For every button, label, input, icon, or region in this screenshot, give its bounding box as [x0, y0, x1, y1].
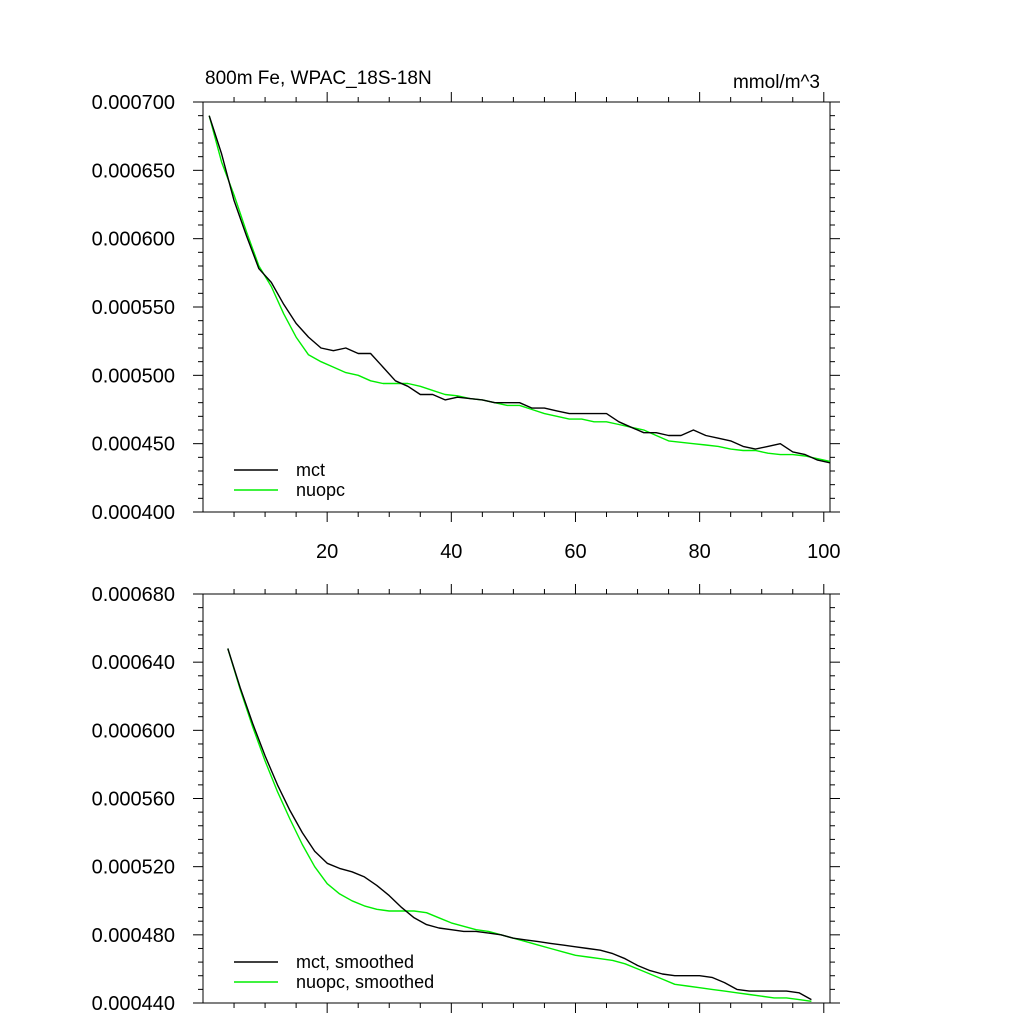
units-label: mmol/m^3: [733, 72, 820, 93]
plot-frame: [202, 101, 831, 513]
series-line-mct-smoothed: [227, 648, 812, 1001]
y-tick-label: 0.000520: [92, 857, 175, 879]
y-tick-label: 0.000500: [92, 365, 175, 387]
y-tick-label: 0.000600: [92, 229, 175, 251]
x-tick-label: 20: [316, 541, 338, 563]
chart-title: 800m Fe, WPAC_18S-18N: [205, 68, 432, 89]
y-tick-label: 0.000560: [92, 789, 175, 811]
y-tick-label: 0.000600: [92, 720, 175, 742]
bottom-chart: 0.000440 0.000480 0.000520 0.000560 0.000600…: [92, 584, 840, 1015]
y-tick-label: 0.000650: [92, 160, 175, 182]
top-chart: 20 40 60 80 100 0.000400 0.000450 0.000500 0.000…: [92, 68, 841, 563]
legend-label: nuopc, smoothed: [296, 972, 434, 992]
x-tick-label: 60: [564, 541, 586, 563]
y-tick-label: 0.000440: [92, 993, 175, 1015]
plot-frame: [202, 593, 831, 1004]
y-tick-label: 0.000450: [92, 434, 175, 456]
x-tick-label: 40: [440, 541, 462, 563]
series-line-nuopc: [208, 115, 831, 463]
x-tick-label: 100: [807, 541, 840, 563]
legend-label: nuopc: [296, 480, 345, 500]
y-tick-label: 0.000640: [92, 652, 175, 674]
x-tick-label: 80: [689, 541, 711, 563]
series-line-nuopc-smoothed: [227, 648, 812, 1002]
series-line-mct: [208, 115, 831, 464]
y-tick-label: 0.000680: [92, 584, 175, 606]
legend-label: mct, smoothed: [296, 952, 414, 972]
y-tick-label: 0.000480: [92, 925, 175, 947]
y-tick-label: 0.000550: [92, 297, 175, 319]
y-tick-label: 0.000700: [92, 92, 175, 114]
y-tick-label: 0.000400: [92, 502, 175, 524]
legend-label: mct: [296, 460, 325, 480]
